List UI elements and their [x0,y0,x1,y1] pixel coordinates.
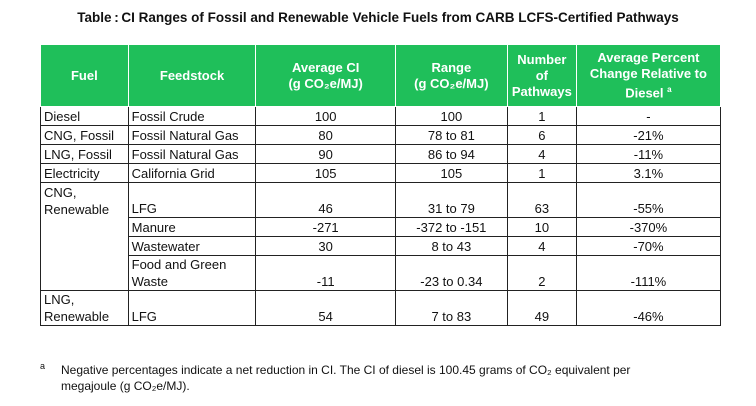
percent-change-cell: -11% [575,144,722,164]
feedstock-cell: LFG [127,182,257,218]
header-feedstock: Feedstock [127,44,257,107]
range-cell: 31 to 79 [394,182,508,218]
header-percent-change: Average Percent Change Relative to Diesel … [575,44,722,107]
table-row: Wastewater 30 8 to 43 4 -70% [41,236,722,256]
feedstock-cell: Fossil Crude [127,106,257,126]
average-ci-cell: 46 [255,182,396,218]
range-cell: 100 [394,106,508,126]
table-row: LNG, Fossil Fossil Natural Gas 90 86 to … [40,144,722,164]
feedstock-cell: Fossil Natural Gas [127,125,257,145]
pathways-cell: 1 [506,163,577,183]
range-cell: -23 to 0.34 [394,255,508,291]
table-row: LNG, Renewable LFG 54 7 to 83 49 -46% [40,290,722,326]
pathways-cell: 10 [506,217,577,237]
range-cell: 86 to 94 [394,144,508,164]
range-cell: 8 to 43 [394,236,508,256]
table-row: Food and Green Waste -11 -23 to 0.34 2 -1… [41,255,722,291]
fuel-cell: LNG, Fossil [40,144,129,164]
fuel-cell: Electricity [40,163,129,183]
range-cell: 7 to 83 [394,290,508,326]
feedstock-cell: Wastewater [127,236,257,256]
fuel-cell-cng-renewable: CNG, Renewable [40,182,129,291]
table-row: Manure -271 -372 to -151 10 -370% [41,217,722,237]
ci-ranges-table: Fuel Feedstock Average CI (g CO₂e/MJ) Ran… [40,44,722,326]
pathways-cell: 4 [506,236,577,256]
feedstock-cell: Fossil Natural Gas [127,144,257,164]
fuel-cell: CNG, Fossil [40,125,129,145]
percent-change-cell: - [575,106,722,126]
pathways-cell: 2 [506,255,577,291]
pathways-cell: 49 [506,290,577,326]
fuel-cell-lng-renewable: LNG, Renewable [40,290,129,326]
table-row: CNG, Renewable LFG 46 31 to 79 63 -55% [40,182,722,291]
percent-change-cell: -370% [575,217,722,237]
header-number-of-pathways: Number of Pathways [506,44,577,107]
average-ci-cell: 90 [255,144,396,164]
header-average-ci: Average CI (g CO₂e/MJ) [255,44,396,107]
percent-change-cell: -70% [575,236,722,256]
fuel-cell: Diesel [40,106,129,126]
range-cell: -372 to -151 [394,217,508,237]
feedstock-cell: LFG [127,290,257,326]
table-title: Table : CI Ranges of Fossil and Renewabl… [77,10,679,25]
average-ci-cell: 80 [255,125,396,145]
feedstock-cell: Food and Green Waste [127,255,257,291]
percent-change-cell: 3.1% [575,163,722,183]
average-ci-cell: 100 [255,106,396,126]
pathways-cell: 4 [506,144,577,164]
average-ci-cell: -11 [255,255,396,291]
footnote-text: Negative percentages indicate a net redu… [61,363,631,393]
pathways-cell: 63 [506,182,577,218]
range-cell: 105 [394,163,508,183]
percent-change-cell: -111% [575,255,722,291]
footnote-marker: a [40,361,46,371]
percent-change-cell: -46% [575,290,722,326]
range-cell: 78 to 81 [394,125,508,145]
average-ci-cell: -271 [255,217,396,237]
table-row: Diesel Fossil Crude 100 100 1 - [40,106,722,126]
header-fuel: Fuel [40,44,129,107]
feedstock-cell: California Grid [127,163,257,183]
table-row: CNG, Fossil Fossil Natural Gas 80 78 to … [40,125,722,145]
pathways-cell: 1 [506,106,577,126]
table-row: Electricity California Grid 105 105 1 3.… [40,163,722,183]
pathways-cell: 6 [506,125,577,145]
feedstock-cell: Manure [127,217,257,237]
average-ci-cell: 54 [255,290,396,326]
header-row: Fuel Feedstock Average CI (g CO₂e/MJ) Ran… [40,44,722,107]
percent-change-cell: -55% [575,182,722,218]
header-range: Range (g CO₂e/MJ) [394,44,508,107]
percent-change-cell: -21% [575,125,722,145]
average-ci-cell: 30 [255,236,396,256]
average-ci-cell: 105 [255,163,396,183]
